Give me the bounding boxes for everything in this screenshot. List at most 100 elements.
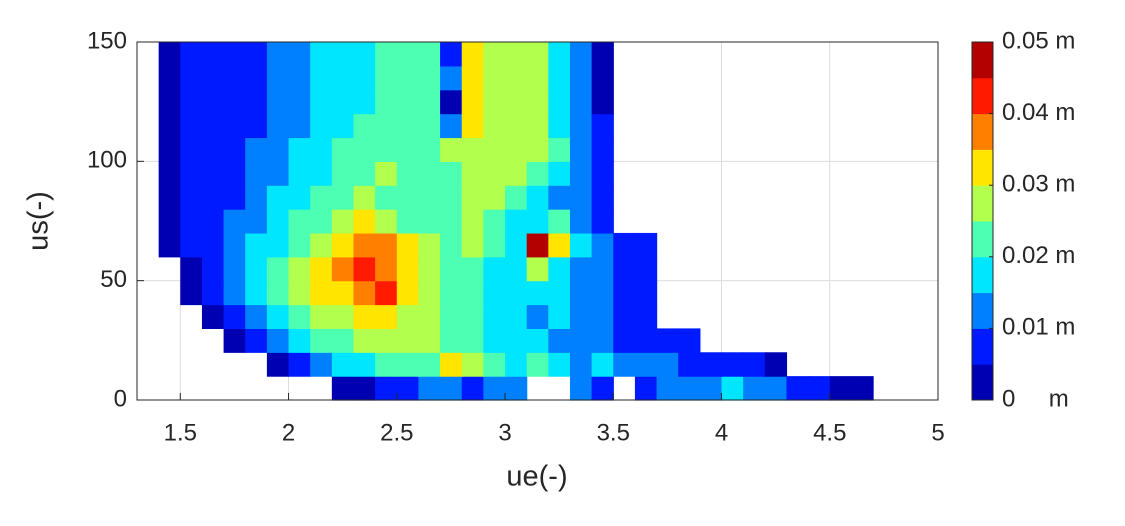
- contour-cell: [223, 113, 246, 139]
- x-tick-label: 2.5: [380, 419, 413, 446]
- contour-cell: [375, 209, 398, 234]
- contour-cell: [310, 42, 333, 67]
- contour-cell: [288, 65, 311, 91]
- contour-cell: [505, 256, 528, 282]
- contour-cell: [505, 137, 528, 162]
- contour-cell: [548, 304, 571, 329]
- contour-cell: [461, 376, 484, 401]
- contour-cell: [505, 209, 528, 234]
- contour-cell: [158, 113, 181, 139]
- contour-cell: [288, 256, 311, 282]
- colorbar-tick-label: 0 m: [1002, 385, 1069, 412]
- contour-cell: [331, 304, 355, 329]
- colorbar-tick-label: 0.03 m: [1002, 171, 1075, 198]
- contour-cell: [310, 209, 333, 234]
- contour-cell: [548, 280, 571, 306]
- contour-cell: [505, 89, 528, 115]
- contour-cell: [526, 113, 549, 139]
- contour-cell: [331, 209, 355, 234]
- contour-cell: [505, 352, 528, 377]
- contour-cell: [569, 137, 593, 162]
- contour-cell: [526, 256, 549, 282]
- contour-cell: [375, 280, 398, 306]
- contour-cell: [461, 280, 484, 306]
- contour-cell: [569, 209, 593, 234]
- colorbar-tick-label: 0.04 m: [1002, 99, 1075, 126]
- contour-cell: [548, 137, 571, 162]
- contour-cell: [526, 42, 549, 67]
- contour-cell: [245, 161, 268, 186]
- contour-cell: [396, 137, 420, 162]
- contour-cell: [375, 328, 398, 353]
- contour-cell: [310, 65, 333, 91]
- contour-cell: [180, 89, 203, 115]
- contour-cell: [180, 42, 203, 67]
- contour-cell: [331, 185, 355, 210]
- contour-cell: [396, 42, 420, 67]
- contour-cell: [180, 185, 203, 210]
- contour-cell: [591, 89, 614, 115]
- contour-cell: [396, 113, 420, 139]
- contour-cell: [678, 328, 701, 353]
- contour-cell: [245, 185, 268, 210]
- contour-cell: [505, 113, 528, 139]
- contour-cell: [483, 137, 506, 162]
- contour-cell: [418, 352, 441, 377]
- contour-cell: [461, 209, 484, 234]
- colorbar-segment: [972, 256, 993, 294]
- contour-cell: [266, 232, 290, 258]
- contour-cell: [158, 42, 181, 67]
- contour-cell: [201, 137, 225, 162]
- x-tick-label: 3: [498, 419, 511, 446]
- contour-cell: [331, 113, 355, 139]
- contour-cell: [396, 232, 420, 258]
- contour-cell: [288, 328, 311, 353]
- contour-cell: [461, 328, 484, 353]
- contour-cell: [569, 113, 593, 139]
- contour-cell: [634, 352, 658, 377]
- contour-cell: [591, 185, 614, 210]
- y-axis-label: us(-): [23, 191, 55, 251]
- contour-cell: [461, 65, 484, 91]
- contour-cell: [310, 113, 333, 139]
- contour-cell: [808, 376, 831, 401]
- contour-cell: [548, 89, 571, 115]
- contour-cell: [461, 256, 484, 282]
- contour-cell: [180, 161, 203, 186]
- contour-cell: [418, 256, 441, 282]
- contour-cell: [526, 328, 549, 353]
- contour-cell: [223, 185, 246, 210]
- contour-cell: [440, 232, 463, 258]
- contour-cell: [569, 232, 593, 258]
- contour-cell: [331, 89, 355, 115]
- contour-cell: [310, 280, 333, 306]
- contour-cell: [526, 137, 549, 162]
- y-tick-label: 150: [87, 27, 127, 54]
- contour-cell: [418, 280, 441, 306]
- contour-cell: [699, 352, 723, 377]
- contour-cell: [288, 185, 311, 210]
- contour-cell: [158, 65, 181, 91]
- contour-cell: [418, 161, 441, 186]
- contour-cell: [201, 113, 225, 139]
- contour-cell: [569, 89, 593, 115]
- contour-cell: [613, 328, 636, 353]
- contour-cell: [223, 232, 246, 258]
- contour-cell: [331, 65, 355, 91]
- contour-cell: [223, 304, 246, 329]
- contour-cell: [526, 161, 549, 186]
- contour-cell: [353, 304, 376, 329]
- colorbar-box: [971, 41, 994, 401]
- contour-cell: [440, 89, 463, 115]
- contour-cell: [440, 328, 463, 353]
- contour-cell: [353, 280, 376, 306]
- contour-cell: [461, 185, 484, 210]
- axes-box: [136, 41, 939, 401]
- contour-cell: [245, 65, 268, 91]
- contour-cell: [591, 137, 614, 162]
- contour-cell: [461, 304, 484, 329]
- contour-cell: [440, 209, 463, 234]
- contour-cell: [440, 137, 463, 162]
- contour-cell: [375, 42, 398, 67]
- contour-cell: [223, 137, 246, 162]
